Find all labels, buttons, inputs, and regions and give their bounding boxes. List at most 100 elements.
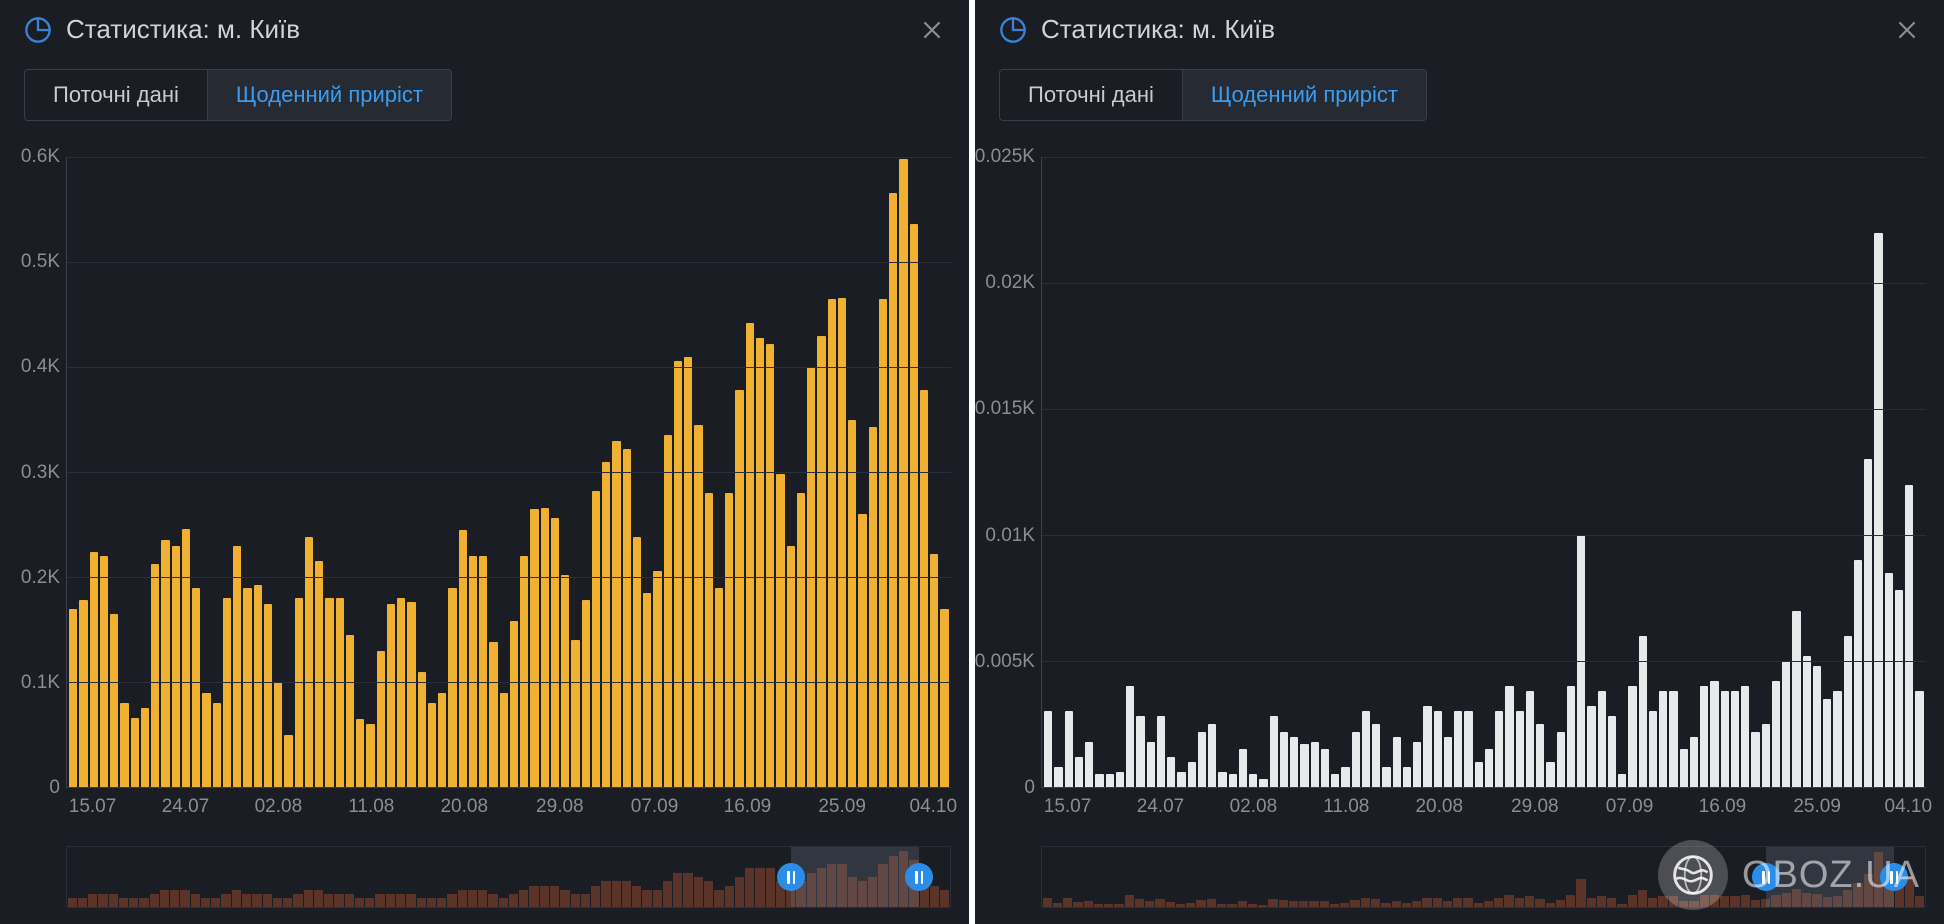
- bar: [1741, 686, 1749, 787]
- bar: [1126, 686, 1134, 787]
- timeline-bar: [345, 894, 354, 907]
- bar: [1526, 691, 1534, 787]
- y-tick-label: 0.1K: [21, 672, 60, 694]
- bar: [346, 635, 354, 787]
- bar: [848, 420, 856, 788]
- x-tick-label: 24.07: [1137, 796, 1185, 818]
- timeline-bar: [1186, 903, 1195, 907]
- timeline-bar: [1720, 896, 1729, 907]
- timeline-bar: [1135, 899, 1144, 907]
- timeline-bar: [642, 890, 651, 907]
- y-tick-label: 0.5K: [21, 251, 60, 273]
- bar: [1044, 711, 1052, 787]
- bar: [817, 336, 825, 788]
- timeline-bar: [1084, 901, 1093, 907]
- timeline-bar: [263, 894, 272, 907]
- timeline-window[interactable]: [791, 847, 919, 907]
- bar: [1054, 767, 1062, 787]
- bar: [715, 588, 723, 788]
- bar: [1464, 711, 1472, 787]
- timeline-brush[interactable]: [66, 846, 951, 908]
- bar: [940, 609, 948, 788]
- x-tick-label: 07.09: [1606, 796, 1654, 818]
- timeline-bar: [488, 894, 497, 907]
- bar: [1136, 716, 1144, 787]
- close-icon[interactable]: [919, 17, 945, 43]
- pie-chart-icon: [24, 16, 52, 44]
- timeline-bar: [1648, 898, 1657, 907]
- timeline-bar: [560, 890, 569, 907]
- timeline-bar: [1587, 898, 1596, 907]
- timeline-bar: [1607, 898, 1616, 907]
- timeline-bar: [499, 898, 508, 907]
- bar: [418, 672, 426, 788]
- bar: [776, 474, 784, 787]
- timeline-bar: [221, 894, 230, 907]
- timeline-window[interactable]: [1766, 847, 1894, 907]
- timeline-handle-left[interactable]: [1752, 863, 1780, 891]
- stats-panel-left: Статистика: м. Київ Поточні дані Щоденни…: [0, 0, 969, 924]
- tab-current-data[interactable]: Поточні дані: [25, 70, 207, 120]
- timeline-bar: [755, 868, 764, 907]
- timeline-bar: [1207, 899, 1216, 907]
- bar: [448, 588, 456, 788]
- chart-area: 00.005K0.01K0.015K0.02K0.025K 15.0724.07…: [981, 157, 1926, 830]
- timeline-bar: [1422, 898, 1431, 907]
- timeline-bar: [88, 894, 97, 907]
- bar: [1393, 737, 1401, 787]
- timeline-bar: [1248, 904, 1257, 907]
- grid-line: [67, 157, 951, 158]
- timeline-bar: [1371, 899, 1380, 907]
- bar: [1300, 744, 1308, 787]
- grid-line: [67, 262, 951, 263]
- bar: [1628, 686, 1636, 787]
- bar: [192, 588, 200, 788]
- x-tick-label: 11.08: [348, 796, 394, 818]
- timeline-bar: [1392, 901, 1401, 907]
- timeline-bar: [417, 898, 426, 907]
- bar: [254, 585, 262, 787]
- timeline-bar: [68, 898, 77, 907]
- bar: [674, 361, 682, 787]
- timeline-bar: [1330, 904, 1339, 907]
- bar: [1844, 636, 1852, 787]
- timeline-handle-left[interactable]: [777, 863, 805, 891]
- y-tick-label: 0: [1024, 777, 1035, 799]
- tab-daily-increase[interactable]: Щоденний приріст: [1182, 70, 1426, 120]
- tab-daily-increase[interactable]: Щоденний приріст: [207, 70, 451, 120]
- tab-current-data[interactable]: Поточні дані: [1000, 70, 1182, 120]
- timeline-bar: [1063, 898, 1072, 907]
- x-tick-label: 20.08: [1415, 796, 1463, 818]
- bar: [1331, 774, 1339, 787]
- grid-line: [67, 577, 951, 578]
- bar: [1557, 732, 1565, 787]
- bar: [1403, 767, 1411, 787]
- bar: [1157, 716, 1165, 787]
- timeline-handle-right[interactable]: [1880, 863, 1908, 891]
- bar: [1680, 749, 1688, 787]
- timeline-brush[interactable]: [1041, 846, 1926, 908]
- close-icon[interactable]: [1894, 17, 1920, 43]
- y-tick-label: 0.2K: [21, 567, 60, 589]
- timeline-bar: [365, 898, 374, 907]
- timeline-handle-right[interactable]: [905, 863, 933, 891]
- bar: [1874, 233, 1882, 787]
- timeline-bar: [201, 898, 210, 907]
- bar: [120, 703, 128, 787]
- bar: [479, 556, 487, 787]
- bar: [1618, 774, 1626, 787]
- bar: [602, 462, 610, 788]
- timeline-bar: [1196, 900, 1205, 907]
- timeline-bar: [180, 890, 189, 907]
- panel-title: Статистика: м. Київ: [66, 14, 905, 45]
- bar: [1546, 762, 1554, 787]
- bar: [1833, 691, 1841, 787]
- grid-line: [1042, 661, 1926, 662]
- bar: [1639, 636, 1647, 787]
- bars: [1044, 157, 1924, 787]
- bar: [725, 493, 733, 787]
- timeline-bar: [191, 894, 200, 907]
- bar: [243, 588, 251, 788]
- bar: [592, 491, 600, 787]
- timeline-bar: [396, 894, 405, 907]
